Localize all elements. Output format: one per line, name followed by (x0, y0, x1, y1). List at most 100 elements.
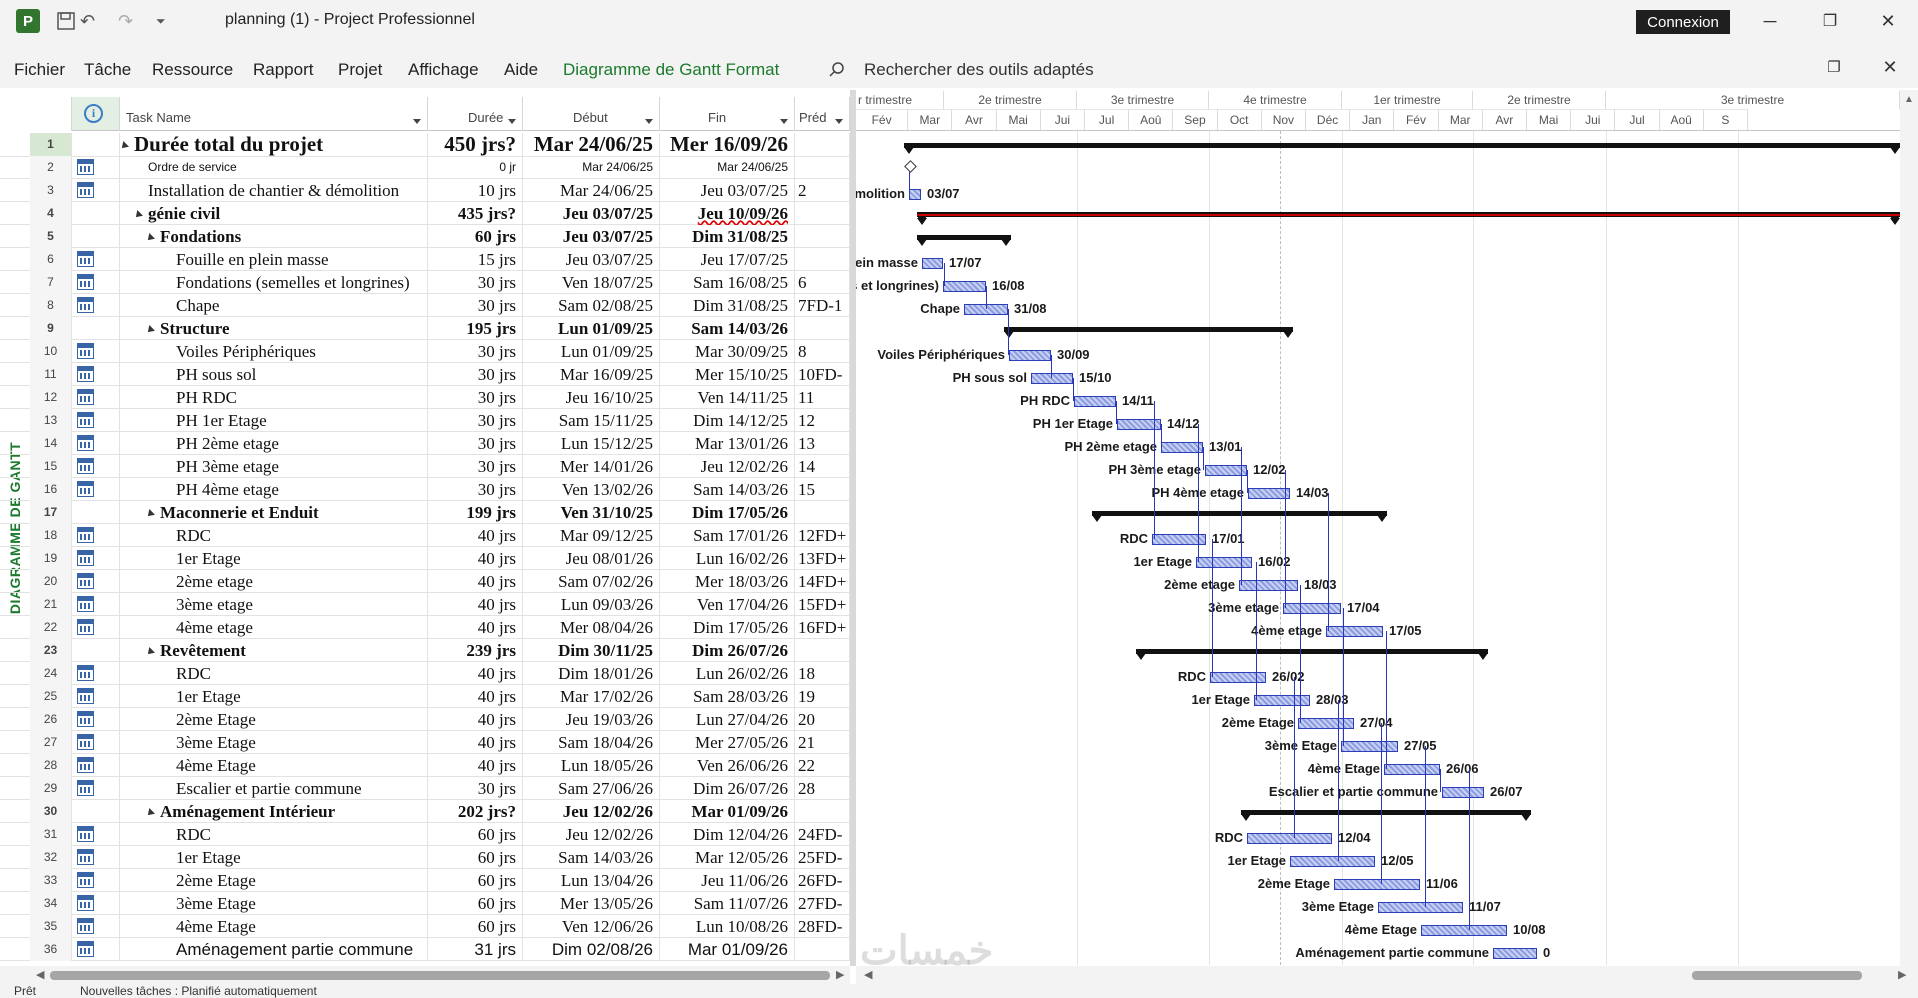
table-row[interactable]: 8 Chape 30 jrs Sam 02/08/25 Dim 31/08/25 7FD-… (0, 294, 850, 317)
connect-button[interactable]: Connexion (1636, 10, 1730, 34)
finish-cell[interactable]: Sam 17/01/26 (660, 524, 795, 547)
duration-cell[interactable]: 30 jrs (428, 409, 523, 432)
row-number[interactable]: 25 (30, 685, 72, 708)
start-cell[interactable]: Jeu 16/10/25 (523, 386, 660, 409)
task-name-cell[interactable]: RDC (120, 823, 428, 846)
row-number[interactable]: 31 (30, 823, 72, 846)
close-icon[interactable]: ✕ (1880, 10, 1896, 31)
filter-dropdown-icon[interactable] (645, 119, 653, 124)
start-cell[interactable]: Lun 09/03/26 (523, 593, 660, 616)
collapse-icon[interactable] (120, 141, 129, 152)
filter-dropdown-icon[interactable] (508, 119, 516, 124)
finish-cell[interactable]: Mar 12/05/26 (660, 846, 795, 869)
task-name-cell[interactable]: Fondations (semelles et longrines) (120, 271, 428, 294)
task-name-cell[interactable]: 3ème Etage (120, 892, 428, 915)
predecessors-cell[interactable] (795, 938, 850, 961)
start-cell[interactable]: Mar 17/02/26 (523, 685, 660, 708)
indicator-cell[interactable] (72, 363, 120, 386)
row-number[interactable]: 34 (30, 892, 72, 915)
start-cell[interactable]: Ven 13/02/26 (523, 478, 660, 501)
duration-cell[interactable]: 30 jrs (428, 455, 523, 478)
indicator-cell[interactable] (72, 179, 120, 202)
search-input[interactable]: Rechercher des outils adaptés (828, 56, 1094, 84)
indicator-cell[interactable] (72, 547, 120, 570)
table-row[interactable]: 21 3ème etage 40 jrs Lun 09/03/26 Ven 17/04/… (0, 593, 850, 616)
indicator-cell[interactable] (72, 639, 120, 662)
status-new-tasks[interactable]: Nouvelles tâches : Planifié automatiquem… (80, 984, 317, 998)
task-bar[interactable] (1493, 948, 1537, 959)
finish-cell[interactable]: Mar 30/09/25 (660, 340, 795, 363)
task-name-cell[interactable]: 2ème Etage (120, 869, 428, 892)
table-row[interactable]: 32 1er Etage 60 jrs Sam 14/03/26 Mar 12/05/2… (0, 846, 850, 869)
start-cell[interactable]: Ven 31/10/25 (523, 501, 660, 524)
scroll-right-icon[interactable]: ▶ (1898, 969, 1907, 981)
predecessors-cell[interactable]: 26FD- (795, 869, 850, 892)
row-number[interactable]: 5 (30, 225, 72, 248)
grid-scroll-thumb[interactable] (50, 971, 830, 980)
table-row[interactable]: 36 Aménagement partie commune 31 jrs Dim 02… (0, 938, 850, 961)
indicator-cell[interactable] (72, 915, 120, 938)
finish-cell[interactable]: Mer 16/09/26 (660, 133, 795, 156)
restore-icon[interactable]: ❐ (1822, 13, 1838, 30)
duration-cell[interactable]: 30 jrs (428, 271, 523, 294)
indicator-cell[interactable] (72, 133, 120, 156)
row-number[interactable]: 23 (30, 639, 72, 662)
duration-cell[interactable]: 60 jrs (428, 225, 523, 248)
task-bar[interactable] (1341, 741, 1398, 752)
indicator-cell[interactable] (72, 593, 120, 616)
table-row[interactable]: 10 Voiles Périphériques 30 jrs Lun 01/09/25… (0, 340, 850, 363)
row-number[interactable]: 16 (30, 478, 72, 501)
task-name-cell[interactable]: 4ème etage (120, 616, 428, 639)
table-row[interactable]: 11 PH sous sol 30 jrs Mar 16/09/25 Mer 15/10… (0, 363, 850, 386)
chart-scroll-thumb[interactable] (1692, 971, 1862, 980)
table-row[interactable]: 19 1er Etage 40 jrs Jeu 08/01/26 Lun 16/02/2… (0, 547, 850, 570)
grid-horizontal-scrollbar[interactable]: ◀ ▶ (0, 966, 850, 984)
start-cell[interactable]: Sam 14/03/26 (523, 846, 660, 869)
finish-cell[interactable]: Jeu 03/07/25 (660, 179, 795, 202)
row-number[interactable]: 29 (30, 777, 72, 800)
collapse-icon[interactable] (145, 647, 155, 658)
predecessors-cell[interactable] (795, 202, 850, 225)
collapse-icon[interactable] (145, 509, 155, 520)
task-name-cell[interactable]: Installation de chantier & démolition (120, 179, 428, 202)
start-cell[interactable]: Sam 15/11/25 (523, 409, 660, 432)
task-bar[interactable] (1009, 350, 1051, 361)
table-row[interactable]: 31 RDC 60 jrs Jeu 12/02/26 Dim 12/04/26 24FD- (0, 823, 850, 846)
duration-cell[interactable]: 60 jrs (428, 846, 523, 869)
finish-cell[interactable]: Dim 26/07/26 (660, 639, 795, 662)
predecessors-cell[interactable] (795, 133, 850, 156)
finish-cell[interactable]: Ven 14/11/25 (660, 386, 795, 409)
table-row[interactable]: 14 PH 2ème etage 30 jrs Lun 15/12/25 Mar 13/… (0, 432, 850, 455)
duration-cell[interactable]: 40 jrs (428, 685, 523, 708)
start-cell[interactable]: Lun 15/12/25 (523, 432, 660, 455)
row-number[interactable]: 11 (30, 363, 72, 386)
indicator-cell[interactable] (72, 501, 120, 524)
indicator-cell[interactable] (72, 432, 120, 455)
duration-cell[interactable]: 10 jrs (428, 179, 523, 202)
start-cell[interactable]: Ven 18/07/25 (523, 271, 660, 294)
row-number[interactable]: 10 (30, 340, 72, 363)
table-row[interactable]: 28 4ème Etage 40 jrs Lun 18/05/26 Ven 26/06/… (0, 754, 850, 777)
duration-cell[interactable]: 40 jrs (428, 593, 523, 616)
finish-cell[interactable]: Mer 18/03/26 (660, 570, 795, 593)
duration-cell[interactable]: 30 jrs (428, 432, 523, 455)
table-row[interactable]: 22 4ème etage 40 jrs Mer 08/04/26 Dim 17/05/… (0, 616, 850, 639)
predecessors-cell[interactable]: 15 (795, 478, 850, 501)
menu-aide[interactable]: Aide (504, 60, 539, 79)
task-name-cell[interactable]: RDC (120, 662, 428, 685)
collapse-icon[interactable] (145, 808, 155, 819)
indicator-cell[interactable] (72, 317, 120, 340)
finish-cell[interactable]: Lun 16/02/26 (660, 547, 795, 570)
finish-cell[interactable]: Sam 14/03/26 (660, 478, 795, 501)
predecessors-cell[interactable]: 6 (795, 271, 850, 294)
row-number[interactable]: 24 (30, 662, 72, 685)
finish-cell[interactable]: Dim 12/04/26 (660, 823, 795, 846)
task-name-cell[interactable]: Maconnerie et Enduit (120, 501, 428, 524)
task-bar[interactable] (1283, 603, 1341, 614)
start-cell[interactable]: Dim 30/11/25 (523, 639, 660, 662)
predecessors-cell[interactable]: 18 (795, 662, 850, 685)
duration-cell[interactable]: 40 jrs (428, 708, 523, 731)
task-name-cell[interactable]: RDC (120, 524, 428, 547)
table-row[interactable]: 2 Ordre de service 0 jr Mar 24/06/25 Mar 24/… (0, 156, 850, 179)
finish-cell[interactable]: Mer 27/05/26 (660, 731, 795, 754)
